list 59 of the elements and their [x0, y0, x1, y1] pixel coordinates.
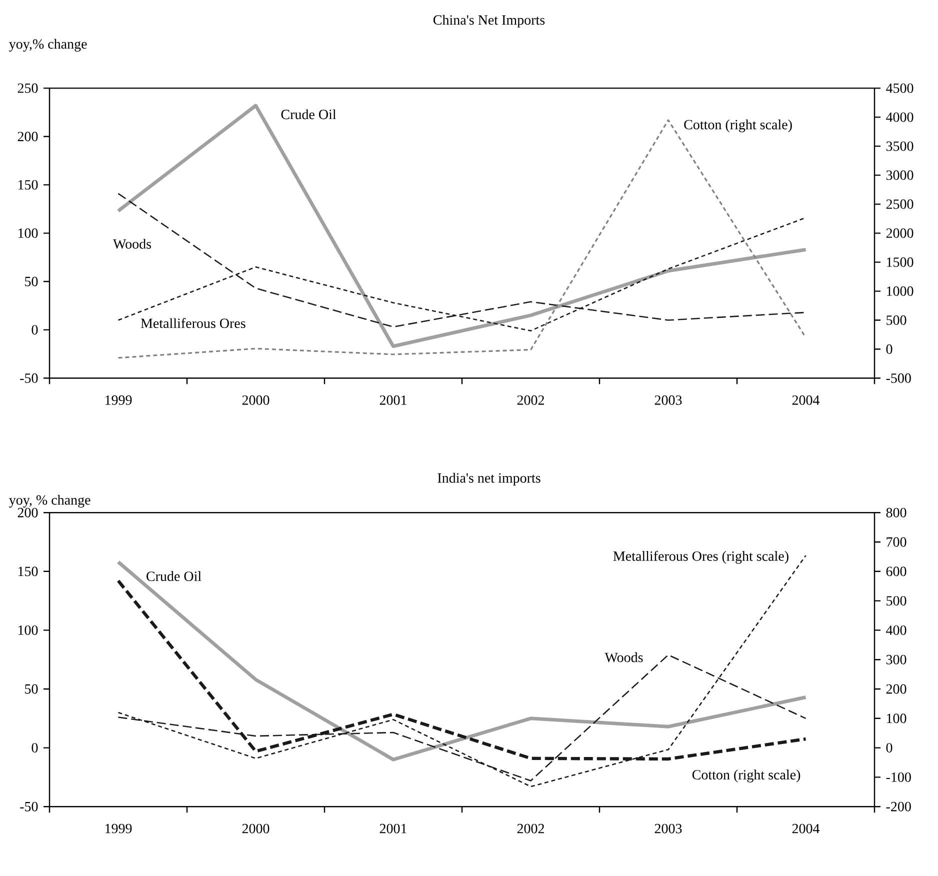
y2-tick-label: 500: [886, 596, 906, 606]
y-tick-label: 100: [18, 228, 38, 238]
y2-tick-label: 2000: [886, 228, 914, 238]
y-axis-title: yoy, % change: [9, 494, 90, 508]
y-tick-label: -50: [20, 802, 38, 812]
series-label: Cotton (right scale): [692, 770, 800, 782]
y2-tick-label: 400: [886, 625, 906, 635]
y2-tick-label: 800: [886, 508, 906, 518]
x-tick-label: 2003: [654, 824, 682, 834]
y-axis-title: yoy,% change: [9, 38, 87, 52]
y-tick-label: 150: [18, 566, 38, 576]
x-tick-label: 1999: [105, 395, 132, 405]
series-label: Cotton (right scale): [684, 119, 792, 132]
chart-title: India's net imports: [438, 472, 540, 486]
x-tick-label: 2001: [380, 395, 406, 405]
y2-tick-label: -100: [886, 772, 911, 782]
x-tick-label: 2004: [792, 824, 820, 834]
series-label: Crude Oil: [281, 109, 336, 120]
y-tick-label: 100: [18, 625, 38, 635]
x-tick-label: 2002: [517, 395, 544, 405]
y2-tick-label: 0: [886, 344, 892, 354]
chart-title: China's Net Imports: [433, 14, 545, 28]
y-tick-label: 50: [25, 684, 38, 694]
y2-tick-label: 200: [886, 684, 906, 694]
y2-tick-label: 1500: [886, 257, 914, 267]
series-label: Woods: [604, 652, 643, 662]
y-tick-label: 200: [18, 132, 38, 142]
y2-tick-label: 3000: [886, 170, 914, 180]
series-label: Metalliferous Ores (right scale): [613, 550, 788, 564]
x-tick-label: 1999: [105, 824, 132, 834]
y2-tick-label: 700: [886, 537, 906, 547]
y2-tick-label: 3500: [886, 141, 914, 151]
y-tick-label: -50: [20, 373, 38, 383]
x-tick-label: 2001: [380, 824, 406, 834]
x-tick-label: 2004: [792, 395, 820, 405]
y-tick-label: 0: [32, 743, 38, 753]
y2-tick-label: 100: [886, 714, 906, 724]
y2-tick-label: 4000: [886, 112, 914, 122]
y2-tick-label: 1000: [886, 286, 914, 296]
x-tick-label: 2000: [242, 824, 270, 834]
y2-tick-label: 600: [886, 566, 906, 576]
y-tick-label: 250: [18, 83, 38, 93]
x-tick-label: 2003: [654, 395, 682, 405]
y2-tick-label: 500: [886, 315, 906, 325]
y2-tick-label: -200: [886, 802, 911, 812]
x-tick-label: 2002: [517, 824, 544, 834]
y2-tick-label: -500: [886, 373, 911, 383]
series-label: Crude Oil: [146, 571, 202, 582]
series-label: Metalliferous Ores: [140, 318, 246, 328]
y-tick-label: 50: [25, 276, 38, 286]
series-label: Woods: [112, 238, 152, 249]
y-tick-label: 200: [18, 508, 38, 518]
x-tick-label: 2000: [242, 395, 270, 405]
y-tick-label: 0: [32, 325, 38, 335]
y2-tick-label: 2500: [886, 199, 914, 209]
y2-tick-label: 300: [886, 654, 906, 664]
y-tick-label: 150: [18, 180, 38, 190]
y2-tick-label: 4500: [886, 83, 914, 93]
y2-tick-label: 0: [886, 743, 892, 753]
